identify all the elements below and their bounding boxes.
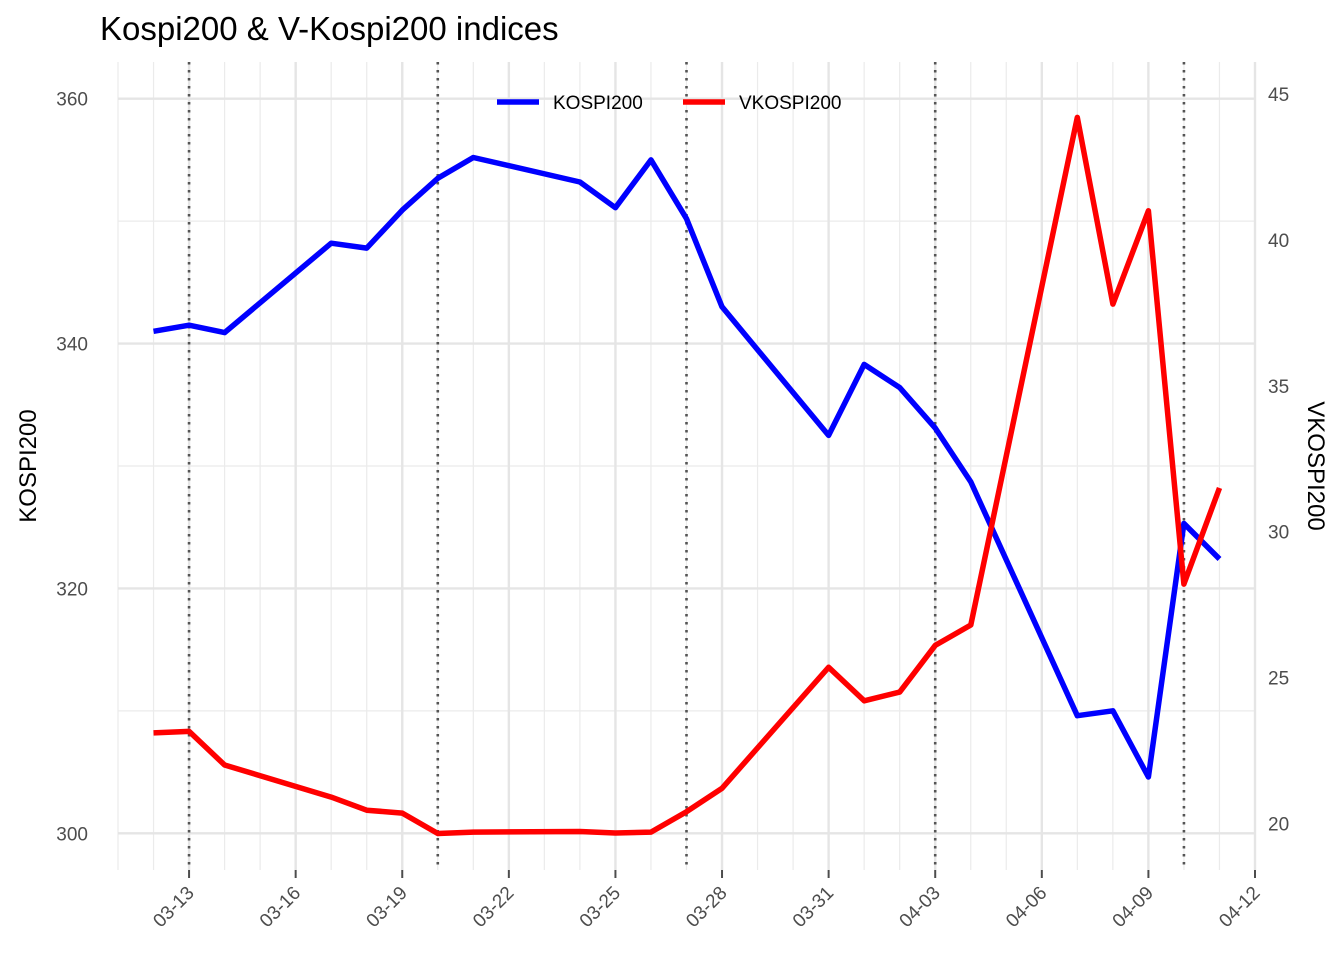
x-tick-label: 04-12	[1215, 883, 1264, 932]
x-tick-label: 04-06	[1002, 883, 1051, 932]
x-tick-label: 03-31	[789, 883, 838, 932]
y-right-tick-label: 25	[1268, 668, 1289, 689]
x-tick-label: 03-19	[363, 883, 412, 932]
y-right-tick-label: 45	[1268, 85, 1289, 106]
x-tick-label: 03-25	[576, 883, 625, 932]
y-right-tick-label: 30	[1268, 523, 1289, 544]
x-tick-label: 03-28	[682, 883, 731, 932]
y-left-axis-title: KOSPI200	[15, 409, 42, 522]
y-right-tick-label: 40	[1268, 231, 1289, 252]
axes: 300 320 340 360 20 25 30 35 40 45 03-13 03-16 03-19 0…	[15, 85, 1329, 932]
legend-label-kospi200: KOSPI200	[553, 93, 643, 114]
y-left-tick-label: 340	[56, 335, 88, 356]
y-left-tick-label: 360	[56, 90, 88, 111]
x-tick-label: 03-16	[256, 883, 305, 932]
y-left-tick-label: 300	[56, 824, 88, 845]
y-right-axis-title: VKOSPI200	[1302, 401, 1329, 530]
x-tick-label: 04-03	[896, 883, 945, 932]
y-right-tick-label: 20	[1268, 814, 1289, 835]
legend-label-vkospi200: VKOSPI200	[739, 93, 841, 114]
y-left-tick-label: 320	[56, 579, 88, 600]
x-tick-label: 03-22	[469, 883, 518, 932]
x-tick-label: 03-13	[149, 883, 198, 932]
y-right-tick-label: 35	[1268, 377, 1289, 398]
x-tick-label: 04-09	[1109, 883, 1158, 932]
legend: KOSPI200 VKOSPI200	[497, 93, 841, 114]
